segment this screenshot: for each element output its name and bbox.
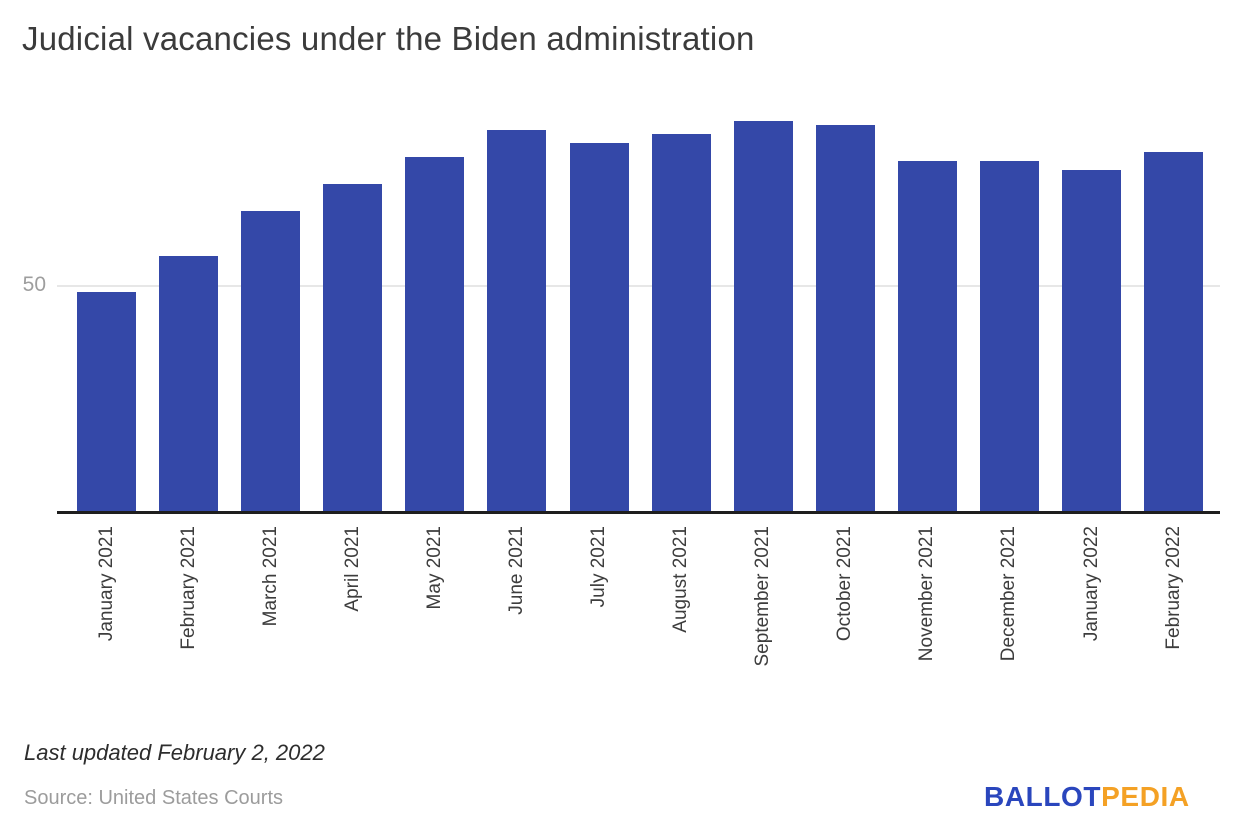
x-axis-label-february-2021: February 2021 bbox=[177, 526, 199, 650]
x-axis-label-january-2021: January 2021 bbox=[95, 526, 117, 642]
bar-april-2021 bbox=[323, 183, 383, 512]
chart-title: Judicial vacancies under the Biden admin… bbox=[22, 20, 755, 57]
bar-february-2021 bbox=[159, 255, 219, 512]
bar-august-2021 bbox=[651, 134, 711, 512]
x-axis-label-march-2021: March 2021 bbox=[259, 526, 281, 627]
bar-february-2022 bbox=[1144, 152, 1203, 512]
x-axis-label-january-2022: January 2022 bbox=[1080, 526, 1102, 642]
bar-november-2021 bbox=[897, 161, 957, 512]
logo-text-ballot: BALLOT bbox=[984, 781, 1102, 812]
bar-january-2021 bbox=[77, 291, 136, 512]
x-axis-label-november-2021: November 2021 bbox=[916, 526, 938, 662]
x-axis-label-june-2021: June 2021 bbox=[505, 526, 527, 615]
x-axis-label-october-2021: October 2021 bbox=[834, 526, 856, 642]
x-axis-line bbox=[57, 511, 1220, 514]
bar-july-2021 bbox=[569, 143, 629, 512]
bar-september-2021 bbox=[733, 120, 793, 512]
bar-october-2021 bbox=[815, 125, 875, 512]
bar-december-2021 bbox=[979, 161, 1039, 512]
logo-text-pedia: PEDIA bbox=[1101, 781, 1190, 812]
x-axis-label-august-2021: August 2021 bbox=[670, 526, 692, 633]
bar-january-2022 bbox=[1062, 170, 1121, 512]
x-axis-label-february-2022: February 2022 bbox=[1162, 526, 1184, 650]
x-axis-label-may-2021: May 2021 bbox=[423, 526, 445, 610]
x-axis-label-july-2021: July 2021 bbox=[588, 526, 609, 608]
y-axis-tick-label: 50 bbox=[22, 273, 46, 296]
bar-june-2021 bbox=[487, 129, 547, 512]
x-axis-label-april-2021: April 2021 bbox=[341, 526, 363, 612]
bar-may-2021 bbox=[405, 156, 465, 512]
x-axis-label-september-2021: September 2021 bbox=[752, 526, 774, 667]
last-updated-note: Last updated February 2, 2022 bbox=[24, 740, 325, 765]
source-note: Source: United States Courts bbox=[24, 787, 284, 809]
bar-march-2021 bbox=[241, 210, 301, 512]
x-axis-label-december-2021: December 2021 bbox=[998, 526, 1020, 662]
ballotpedia-logo: BALLOTPEDIA bbox=[984, 781, 1190, 813]
gridline-50 bbox=[57, 285, 1220, 287]
